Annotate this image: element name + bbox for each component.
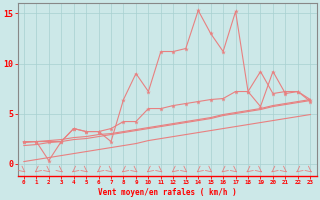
X-axis label: Vent moyen/en rafales ( km/h ): Vent moyen/en rafales ( km/h ) <box>98 188 236 197</box>
